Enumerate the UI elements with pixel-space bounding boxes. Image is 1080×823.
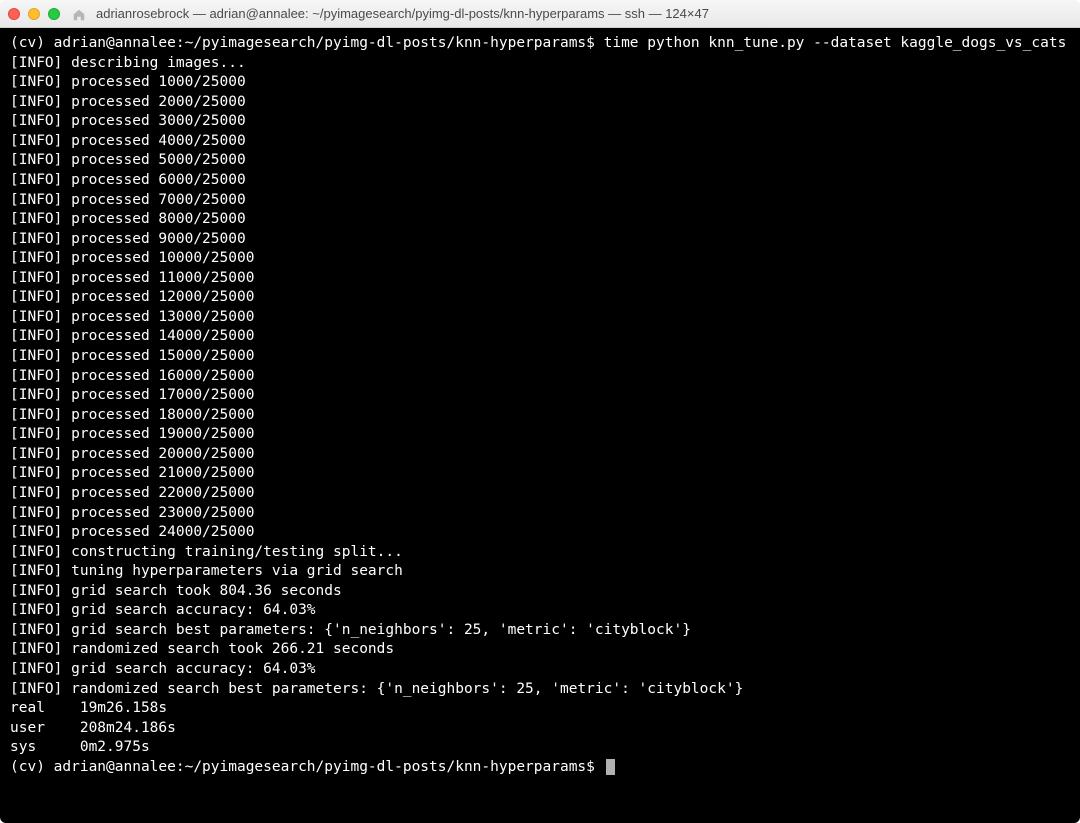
info-processed: [INFO] processed 7000/25000 bbox=[10, 191, 1070, 211]
info-line: [INFO] randomized search took 266.21 sec… bbox=[10, 640, 1070, 660]
info-processed: [INFO] processed 9000/25000 bbox=[10, 230, 1070, 250]
info-processed: [INFO] processed 22000/25000 bbox=[10, 484, 1070, 504]
info-processed: [INFO] processed 20000/25000 bbox=[10, 445, 1070, 465]
info-processed: [INFO] processed 18000/25000 bbox=[10, 406, 1070, 426]
info-line: [INFO] tuning hyperparameters via grid s… bbox=[10, 562, 1070, 582]
info-processed: [INFO] processed 17000/25000 bbox=[10, 386, 1070, 406]
terminal-window: adrianrosebrock — adrian@annalee: ~/pyim… bbox=[0, 0, 1080, 823]
close-button[interactable] bbox=[8, 8, 20, 20]
info-processed: [INFO] processed 4000/25000 bbox=[10, 132, 1070, 152]
info-line: [INFO] grid search best parameters: {'n_… bbox=[10, 621, 1070, 641]
timing-real: real 19m26.158s bbox=[10, 699, 1070, 719]
info-processed: [INFO] processed 21000/25000 bbox=[10, 464, 1070, 484]
info-processed: [INFO] processed 16000/25000 bbox=[10, 367, 1070, 387]
info-processed: [INFO] processed 13000/25000 bbox=[10, 308, 1070, 328]
info-processed: [INFO] processed 10000/25000 bbox=[10, 249, 1070, 269]
timing-user: user 208m24.186s bbox=[10, 719, 1070, 739]
minimize-button[interactable] bbox=[28, 8, 40, 20]
traffic-lights bbox=[8, 8, 60, 20]
info-line: [INFO] grid search accuracy: 64.03% bbox=[10, 660, 1070, 680]
info-line: [INFO] grid search took 804.36 seconds bbox=[10, 582, 1070, 602]
prompt-text: (cv) adrian@annalee:~/pyimagesearch/pyim… bbox=[10, 759, 604, 775]
terminal-body[interactable]: (cv) adrian@annalee:~/pyimagesearch/pyim… bbox=[0, 28, 1080, 823]
info-line: [INFO] describing images... bbox=[10, 54, 1070, 74]
info-line: [INFO] grid search accuracy: 64.03% bbox=[10, 601, 1070, 621]
info-processed: [INFO] processed 6000/25000 bbox=[10, 171, 1070, 191]
info-processed: [INFO] processed 3000/25000 bbox=[10, 112, 1070, 132]
info-processed: [INFO] processed 1000/25000 bbox=[10, 73, 1070, 93]
info-processed: [INFO] processed 12000/25000 bbox=[10, 288, 1070, 308]
info-processed: [INFO] processed 11000/25000 bbox=[10, 269, 1070, 289]
maximize-button[interactable] bbox=[48, 8, 60, 20]
prompt-line[interactable]: (cv) adrian@annalee:~/pyimagesearch/pyim… bbox=[10, 758, 1070, 778]
info-processed: [INFO] processed 5000/25000 bbox=[10, 151, 1070, 171]
info-processed: [INFO] processed 15000/25000 bbox=[10, 347, 1070, 367]
info-processed: [INFO] processed 23000/25000 bbox=[10, 504, 1070, 524]
info-line: [INFO] constructing training/testing spl… bbox=[10, 543, 1070, 563]
cursor bbox=[606, 759, 615, 775]
titlebar[interactable]: adrianrosebrock — adrian@annalee: ~/pyim… bbox=[0, 0, 1080, 28]
window-title: adrianrosebrock — adrian@annalee: ~/pyim… bbox=[94, 6, 1072, 21]
info-processed: [INFO] processed 14000/25000 bbox=[10, 327, 1070, 347]
info-line: [INFO] randomized search best parameters… bbox=[10, 680, 1070, 700]
timing-sys: sys 0m2.975s bbox=[10, 738, 1070, 758]
info-processed: [INFO] processed 24000/25000 bbox=[10, 523, 1070, 543]
home-icon bbox=[72, 7, 86, 21]
prompt-line: (cv) adrian@annalee:~/pyimagesearch/pyim… bbox=[10, 34, 1070, 54]
info-processed: [INFO] processed 8000/25000 bbox=[10, 210, 1070, 230]
info-processed: [INFO] processed 2000/25000 bbox=[10, 93, 1070, 113]
info-processed: [INFO] processed 19000/25000 bbox=[10, 425, 1070, 445]
